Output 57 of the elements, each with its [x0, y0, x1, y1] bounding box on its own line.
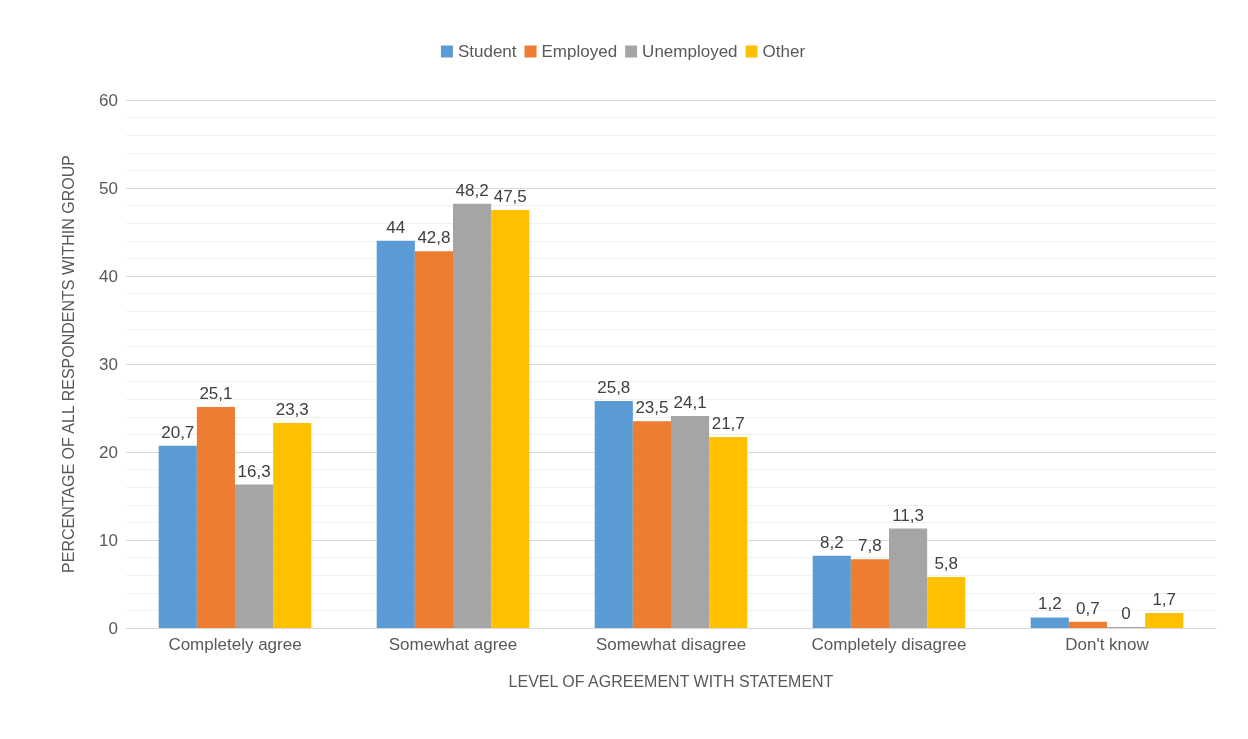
- data-label: 47,5: [493, 187, 527, 206]
- bar: [196, 407, 235, 628]
- data-label: 21,7: [711, 414, 745, 434]
- data-label: 24,1: [673, 392, 707, 412]
- bar: [594, 400, 633, 628]
- data-label: 1,2: [1037, 594, 1062, 614]
- legend-label: Student: [457, 42, 517, 61]
- x-tick-label: Don't know: [1065, 635, 1150, 654]
- data-label: 23,5: [635, 398, 669, 418]
- x-tick-label: Somewhat agree: [388, 635, 518, 654]
- legend-label: Employed: [541, 42, 618, 61]
- y-tick-label: 0: [108, 618, 118, 638]
- data-label: 25,8: [597, 377, 631, 397]
- bar: [158, 445, 197, 628]
- bar: [491, 210, 530, 628]
- bar: [812, 555, 851, 628]
- bar: [453, 203, 492, 628]
- legend-label: Other: [762, 42, 806, 61]
- data-label: 25,1: [199, 384, 233, 404]
- data-label: 20,7: [161, 422, 195, 442]
- legend-label: Unemployed: [642, 42, 738, 61]
- y-tick-label: 60: [99, 90, 118, 110]
- bar: [1030, 617, 1069, 628]
- x-tick-label: Somewhat disagree: [595, 635, 747, 654]
- y-tick-label: 10: [99, 530, 118, 550]
- bar: [889, 528, 928, 628]
- y-tick-label: 30: [99, 354, 118, 374]
- bar: [850, 559, 889, 628]
- bar: [1068, 621, 1107, 628]
- data-label: 48,2: [455, 180, 489, 200]
- data-label: 42,8: [417, 228, 451, 248]
- data-label: 44: [386, 217, 406, 237]
- bar: [709, 437, 748, 628]
- bar: [376, 240, 415, 628]
- x-tick-label: Completely agree: [168, 635, 302, 654]
- bar: [632, 421, 671, 628]
- data-label: 16,3: [237, 461, 271, 481]
- bar: [235, 484, 274, 628]
- data-label: 7,8: [858, 536, 882, 556]
- data-label: 8,2: [819, 532, 844, 552]
- y-axis-title: PERCENTAGE OF ALL RESPONDENTS WITHIN GROUP: [59, 155, 77, 573]
- x-tick-label: Completely disagree: [811, 635, 967, 654]
- bar: [414, 251, 453, 628]
- bar: [273, 422, 312, 628]
- y-tick-label: 50: [99, 178, 118, 198]
- y-tick-label: 40: [99, 266, 118, 286]
- y-tick-label: 20: [99, 442, 118, 462]
- bar: [927, 576, 966, 628]
- data-label: 11,3: [892, 505, 924, 525]
- bar: [671, 415, 710, 628]
- data-label: 0,7: [1076, 598, 1100, 618]
- bar: [1145, 613, 1184, 628]
- data-label: 0: [1121, 604, 1131, 623]
- x-axis-title: LEVEL OF AGREEMENT WITH STATEMENT: [508, 672, 834, 690]
- data-label: 23,3: [275, 399, 309, 419]
- data-label: 1,7: [1152, 590, 1177, 610]
- data-label: 5,8: [934, 553, 959, 573]
